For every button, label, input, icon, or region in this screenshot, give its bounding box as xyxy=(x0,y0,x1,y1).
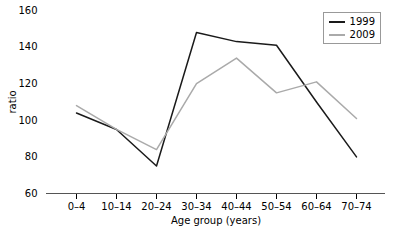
svg-text:60: 60 xyxy=(25,188,38,199)
svg-text:70–74: 70–74 xyxy=(341,201,371,212)
svg-text:ratio: ratio xyxy=(7,90,18,113)
html-text:2009: 2009 xyxy=(349,29,375,40)
svg-text:120: 120 xyxy=(18,78,37,89)
html-text:1999: 1999 xyxy=(349,16,375,27)
svg-text:50–54: 50–54 xyxy=(261,201,291,212)
svg-text:30–34: 30–34 xyxy=(181,201,211,212)
svg-text:60–64: 60–64 xyxy=(301,201,331,212)
svg-text:10–14: 10–14 xyxy=(101,201,131,212)
svg-text:160: 160 xyxy=(18,5,37,16)
svg-text:100: 100 xyxy=(18,115,37,126)
svg-text:40–44: 40–44 xyxy=(221,201,251,212)
svg-text:0–4: 0–4 xyxy=(68,201,86,212)
svg-text:20–24: 20–24 xyxy=(141,201,171,212)
svg-text:80: 80 xyxy=(25,151,38,162)
svg-text:140: 140 xyxy=(18,41,37,52)
svg-text:Age group (years): Age group (years) xyxy=(171,215,261,226)
